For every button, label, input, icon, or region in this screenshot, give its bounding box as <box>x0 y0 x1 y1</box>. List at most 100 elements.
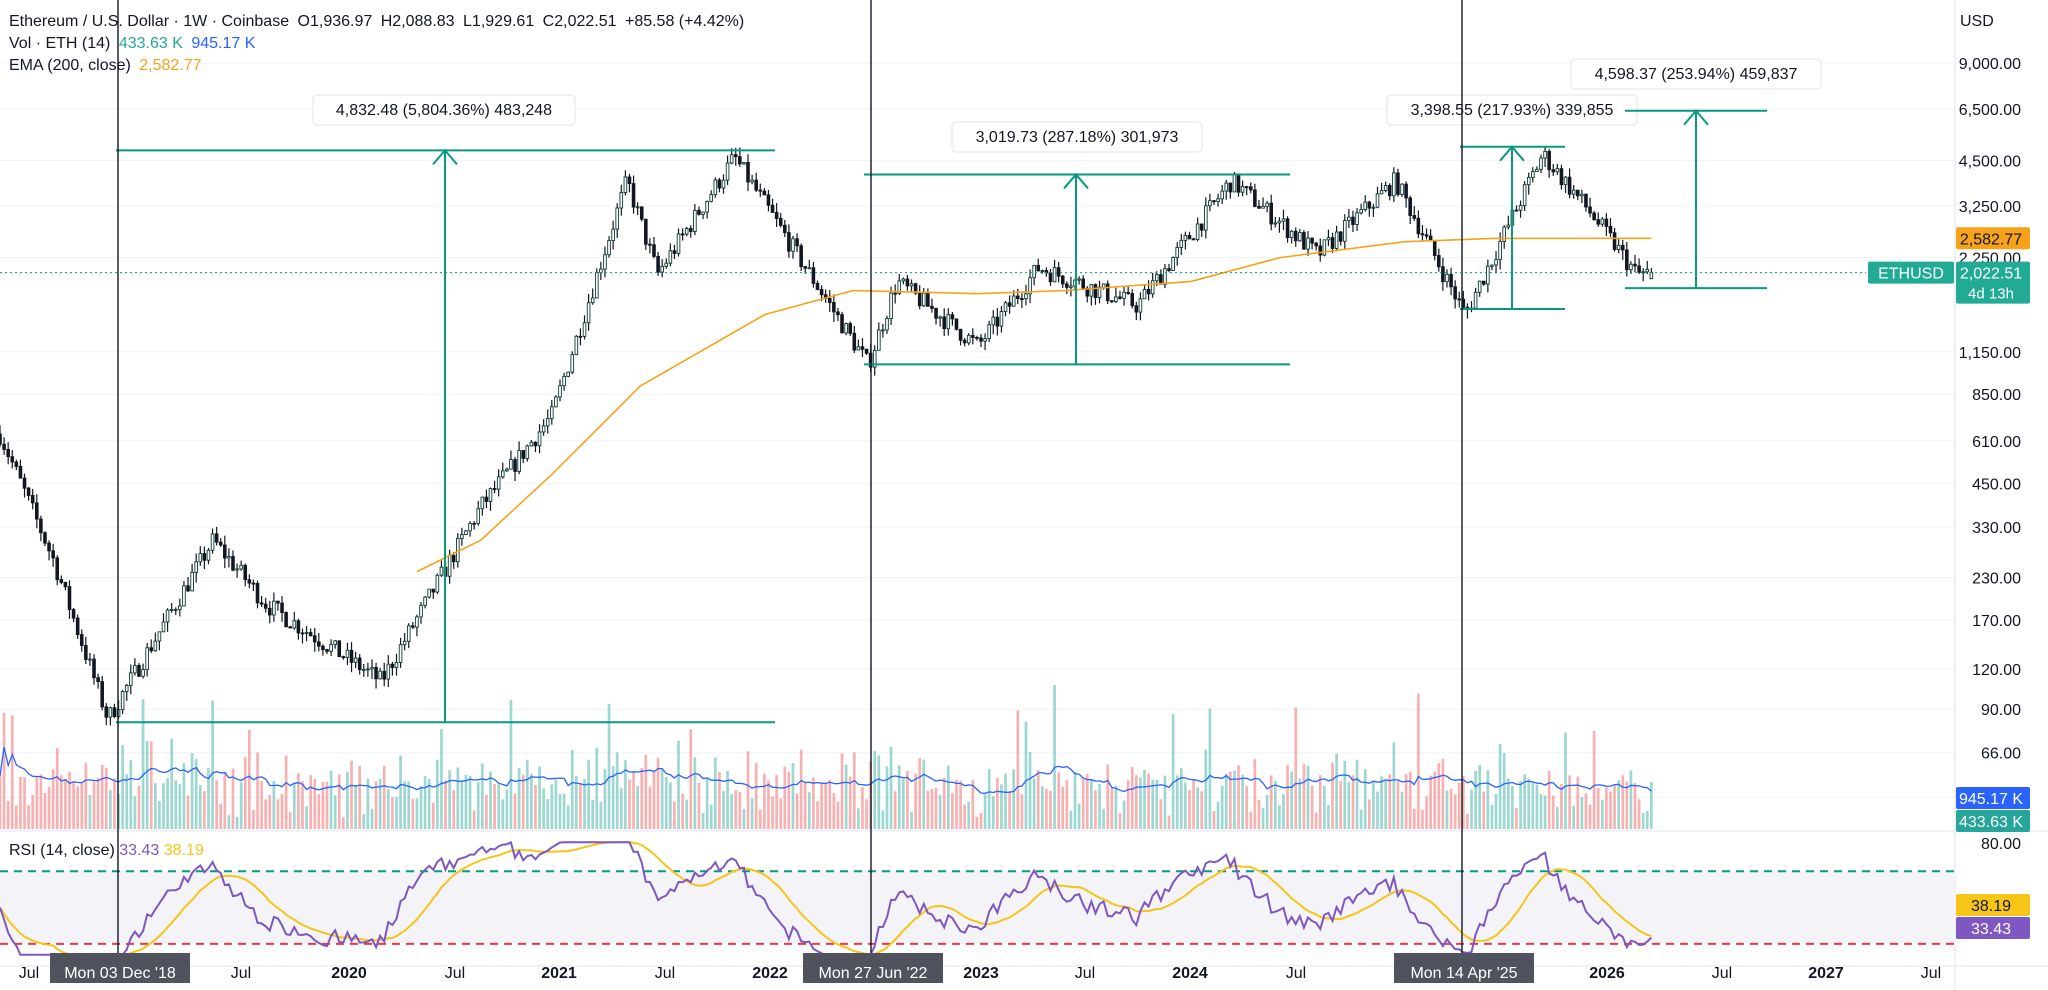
volume-bar <box>1155 779 1159 829</box>
crosshair-date-box <box>50 953 190 983</box>
volume-bar <box>1421 809 1424 829</box>
candle-body <box>239 564 243 570</box>
time-axis-label: 2020 <box>331 965 367 982</box>
candle-body <box>664 262 669 267</box>
crosshair-date-box <box>1394 953 1534 983</box>
volume-bar <box>934 787 938 829</box>
candle-body <box>917 292 922 307</box>
candle-body <box>447 554 452 577</box>
candle-body <box>1592 212 1596 221</box>
volume-bar <box>1020 794 1024 829</box>
candle-body <box>1620 244 1625 251</box>
volume-bar <box>1196 787 1199 829</box>
candle-body <box>1559 168 1564 186</box>
candle-body <box>754 179 758 191</box>
volume-bar <box>280 793 284 829</box>
volume-bar <box>689 729 693 829</box>
price-axis-label: 230.00 <box>1972 571 2021 588</box>
volume-bar <box>901 778 905 829</box>
volume-bar <box>391 797 394 829</box>
candle-body <box>1457 298 1462 301</box>
volume-bar <box>1555 806 1559 829</box>
candle-body <box>611 228 615 242</box>
volume-bar <box>423 776 427 829</box>
time-axis-label: Jul <box>1712 965 1732 982</box>
volume-bar <box>803 782 807 829</box>
candle-body <box>186 585 190 592</box>
rsi-legend[interactable]: RSI (14, close) 33.43 38.19 <box>9 842 204 860</box>
volume-bar <box>1478 765 1482 829</box>
candle-body <box>1379 190 1384 195</box>
volume-bar <box>570 749 574 829</box>
candle-body <box>1342 220 1347 242</box>
candle-body <box>141 669 145 677</box>
volume-bar <box>1613 784 1616 829</box>
volume-bar <box>1049 790 1052 829</box>
candle-body <box>96 677 100 683</box>
candle-body <box>652 244 656 257</box>
candle-body <box>1608 225 1613 234</box>
candle-body <box>1612 232 1617 250</box>
volume-bar <box>313 779 317 829</box>
volume-bar <box>1470 789 1473 829</box>
volume-bar <box>754 762 758 829</box>
measure-label-box <box>951 121 1203 153</box>
candle-body <box>946 314 951 330</box>
volume-bar <box>137 785 141 829</box>
volume-badge-box <box>1956 810 2030 832</box>
ohlc-close: C2,022.51 <box>542 13 617 30</box>
volume-bar <box>411 798 415 829</box>
candle-body <box>1138 298 1143 313</box>
volume-bar <box>1482 791 1486 829</box>
candle-body <box>1580 193 1584 197</box>
volume-bar <box>182 763 186 829</box>
volume-bar <box>1609 791 1612 829</box>
volume-bar <box>403 781 407 829</box>
volume-bar <box>1077 803 1081 829</box>
volume-bar <box>938 795 942 829</box>
volume-bar <box>583 779 586 829</box>
volume-legend[interactable]: Vol · ETH (14) 433.63 K 945.17 K <box>9 33 259 55</box>
volume-bar <box>362 814 366 829</box>
volume-bar <box>587 759 590 829</box>
candle-body <box>1629 263 1633 271</box>
volume-bar <box>370 808 374 829</box>
currency-label[interactable]: USD <box>1960 13 1994 30</box>
volume-ma-value: 945.17 K <box>191 35 256 52</box>
volume-bar <box>243 757 247 829</box>
candle-body <box>1208 200 1212 207</box>
candle-body <box>251 582 256 585</box>
candle-body <box>1134 305 1139 313</box>
volume-bar <box>1429 775 1432 829</box>
ema-legend[interactable]: EMA (200, close) 2,582.77 <box>9 55 206 77</box>
volume-bar <box>153 783 157 829</box>
volume-bar <box>603 769 607 829</box>
candle-body <box>1007 302 1012 307</box>
volume-bar <box>1551 795 1555 829</box>
candle-body <box>1498 240 1502 261</box>
volume-label: Vol · ETH (14) <box>9 35 111 52</box>
candle-body <box>259 602 264 605</box>
volume-bar <box>464 774 468 829</box>
candle-body <box>484 496 489 502</box>
candle-body <box>366 668 370 671</box>
volume-bar <box>1004 773 1007 829</box>
volume-bar <box>1008 791 1011 829</box>
candle-body <box>1183 234 1188 241</box>
volume-bar <box>80 783 84 829</box>
candle-body <box>966 334 971 344</box>
candle-body <box>129 672 133 686</box>
candle-body <box>1355 212 1359 225</box>
last-price-badge: 2,022.51 <box>1960 266 2022 283</box>
candle-body <box>194 561 198 573</box>
volume-bar <box>1028 751 1032 829</box>
volume-bar <box>88 794 92 829</box>
candle-body <box>1637 265 1641 273</box>
volume-bar <box>1302 764 1306 829</box>
candle-body <box>137 665 141 677</box>
candle-body <box>1396 172 1400 195</box>
volume-bar <box>1040 786 1044 829</box>
candle-body <box>496 476 501 490</box>
candle-body <box>231 556 235 571</box>
